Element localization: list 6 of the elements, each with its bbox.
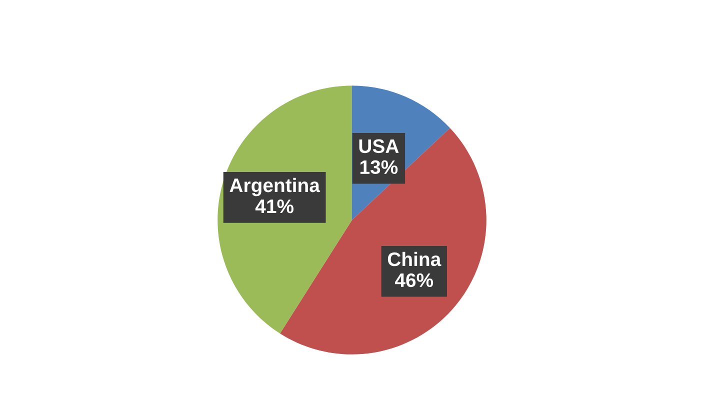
slice-label: China [388, 252, 442, 266]
slice-label: Argentina [230, 178, 320, 196]
data-label: 13% [360, 160, 398, 174]
data-label: 41% [255, 200, 294, 214]
data-label: 46% [394, 273, 434, 288]
slice-label: USA [359, 139, 399, 154]
